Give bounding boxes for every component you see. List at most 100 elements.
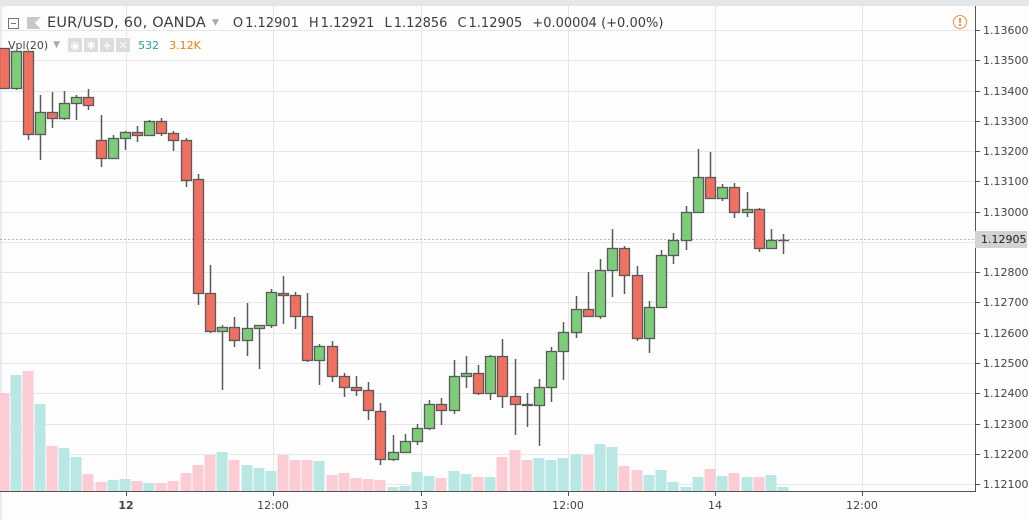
candle bbox=[82, 89, 95, 110]
volume-bar bbox=[119, 479, 131, 491]
candle bbox=[484, 355, 497, 400]
volume-bar bbox=[313, 461, 325, 491]
price-tick-label: 1.12500 bbox=[983, 356, 1029, 370]
candle bbox=[728, 183, 741, 218]
candle bbox=[631, 266, 644, 341]
open-value: O 1.12901 bbox=[232, 15, 299, 31]
volume-bar bbox=[167, 481, 179, 491]
candle bbox=[301, 293, 314, 362]
volume-bar bbox=[680, 487, 692, 491]
candle bbox=[448, 360, 461, 414]
indicator-legend: Vpl (20) ▼ ◉ ✱ + ✕ 532 3.12K bbox=[8, 37, 201, 53]
flag-icon[interactable] bbox=[27, 17, 41, 29]
current-price-label: 1.12905 bbox=[975, 231, 1027, 248]
volume-bar bbox=[667, 482, 679, 491]
grid-lines bbox=[0, 6, 975, 491]
volume-bar bbox=[34, 404, 46, 491]
candle bbox=[216, 325, 229, 390]
candle bbox=[594, 259, 607, 319]
candle bbox=[0, 47, 11, 90]
volume-bar bbox=[253, 468, 265, 491]
price-tick-label: 1.12100 bbox=[983, 477, 1029, 491]
volume-bar bbox=[58, 448, 70, 491]
volume-bar bbox=[107, 480, 119, 491]
volume-bar bbox=[618, 466, 630, 491]
volume-bar bbox=[765, 475, 777, 491]
eye-icon[interactable]: ◉ bbox=[68, 38, 83, 52]
volume-bar bbox=[521, 460, 533, 491]
symbol-legend: EUR/USD, 60, OANDA ▼ O 1.12901 H 1.12921 L… bbox=[8, 13, 673, 33]
candle bbox=[167, 131, 180, 151]
indicator-name[interactable]: Vpl bbox=[8, 38, 26, 52]
minus-square-icon[interactable] bbox=[8, 17, 19, 29]
volume-bars bbox=[0, 371, 789, 491]
price-tick-label: 1.12700 bbox=[983, 295, 1029, 309]
volume-bar bbox=[70, 457, 82, 491]
candle bbox=[741, 192, 754, 217]
candle bbox=[326, 341, 339, 382]
candle bbox=[70, 95, 83, 120]
plus-icon[interactable]: + bbox=[100, 38, 115, 52]
time-tick-label: 12:00 bbox=[846, 499, 878, 512]
close-value: C 1.12905 bbox=[457, 15, 523, 31]
volume-bar bbox=[435, 478, 447, 491]
price-tick-label: 1.12200 bbox=[983, 447, 1029, 461]
volume-bar bbox=[350, 478, 362, 491]
close-icon[interactable]: ✕ bbox=[116, 38, 131, 52]
volume-bar bbox=[0, 393, 10, 491]
high-value: H 1.12921 bbox=[308, 15, 375, 31]
gear-icon[interactable]: ✱ bbox=[84, 38, 99, 52]
time-tick-label: 12 bbox=[118, 499, 134, 512]
volume-bar bbox=[265, 471, 277, 491]
low-value: L 1.12856 bbox=[384, 15, 448, 31]
price-tick-label: 1.12800 bbox=[983, 265, 1029, 279]
price-tick-label: 1.13500 bbox=[983, 53, 1029, 67]
volume-bar bbox=[362, 479, 374, 491]
volume-bar bbox=[411, 472, 423, 491]
volume-bar bbox=[570, 454, 582, 491]
volume-bar bbox=[216, 452, 228, 491]
price-tick-label: 1.12300 bbox=[983, 417, 1029, 431]
candle bbox=[362, 382, 375, 420]
candle bbox=[399, 434, 412, 454]
volume-bar bbox=[82, 474, 94, 491]
candle bbox=[265, 289, 278, 328]
volume-bar bbox=[301, 460, 313, 491]
candle bbox=[753, 208, 766, 252]
chevron-down-icon[interactable]: ▼ bbox=[53, 40, 61, 50]
chevron-down-icon[interactable]: ▼ bbox=[211, 18, 219, 28]
volume-bar bbox=[509, 450, 521, 491]
volume-bar bbox=[387, 487, 399, 491]
symbol-label[interactable]: EUR/USD, 60, OANDA bbox=[47, 15, 206, 31]
volume-bar bbox=[704, 469, 716, 491]
candle bbox=[423, 400, 436, 430]
candle bbox=[228, 317, 241, 347]
candle bbox=[606, 229, 619, 297]
volume-bar bbox=[594, 444, 606, 491]
volume-bar bbox=[606, 447, 618, 491]
candle bbox=[155, 118, 168, 136]
volume-bar bbox=[533, 458, 545, 491]
candle bbox=[204, 265, 217, 333]
indicator-params[interactable]: (20) bbox=[25, 38, 49, 52]
candle bbox=[618, 246, 631, 294]
candle bbox=[387, 435, 400, 461]
exclamation-circle-icon[interactable]: ! bbox=[953, 15, 967, 29]
candle bbox=[10, 50, 23, 90]
volume-bar bbox=[716, 476, 728, 491]
volume-bar bbox=[155, 483, 167, 491]
time-tick-label: 12:00 bbox=[552, 499, 584, 512]
candle bbox=[192, 174, 205, 305]
candle bbox=[95, 115, 108, 167]
volume-bar bbox=[423, 476, 435, 491]
candle bbox=[716, 184, 729, 201]
candle bbox=[22, 50, 35, 140]
volume-bar bbox=[496, 457, 508, 491]
volume-bar bbox=[338, 473, 350, 491]
volume-bar bbox=[326, 475, 338, 491]
candle bbox=[460, 356, 473, 388]
volume-bar bbox=[95, 482, 107, 491]
volume-bar bbox=[180, 473, 192, 491]
candle bbox=[313, 344, 326, 385]
